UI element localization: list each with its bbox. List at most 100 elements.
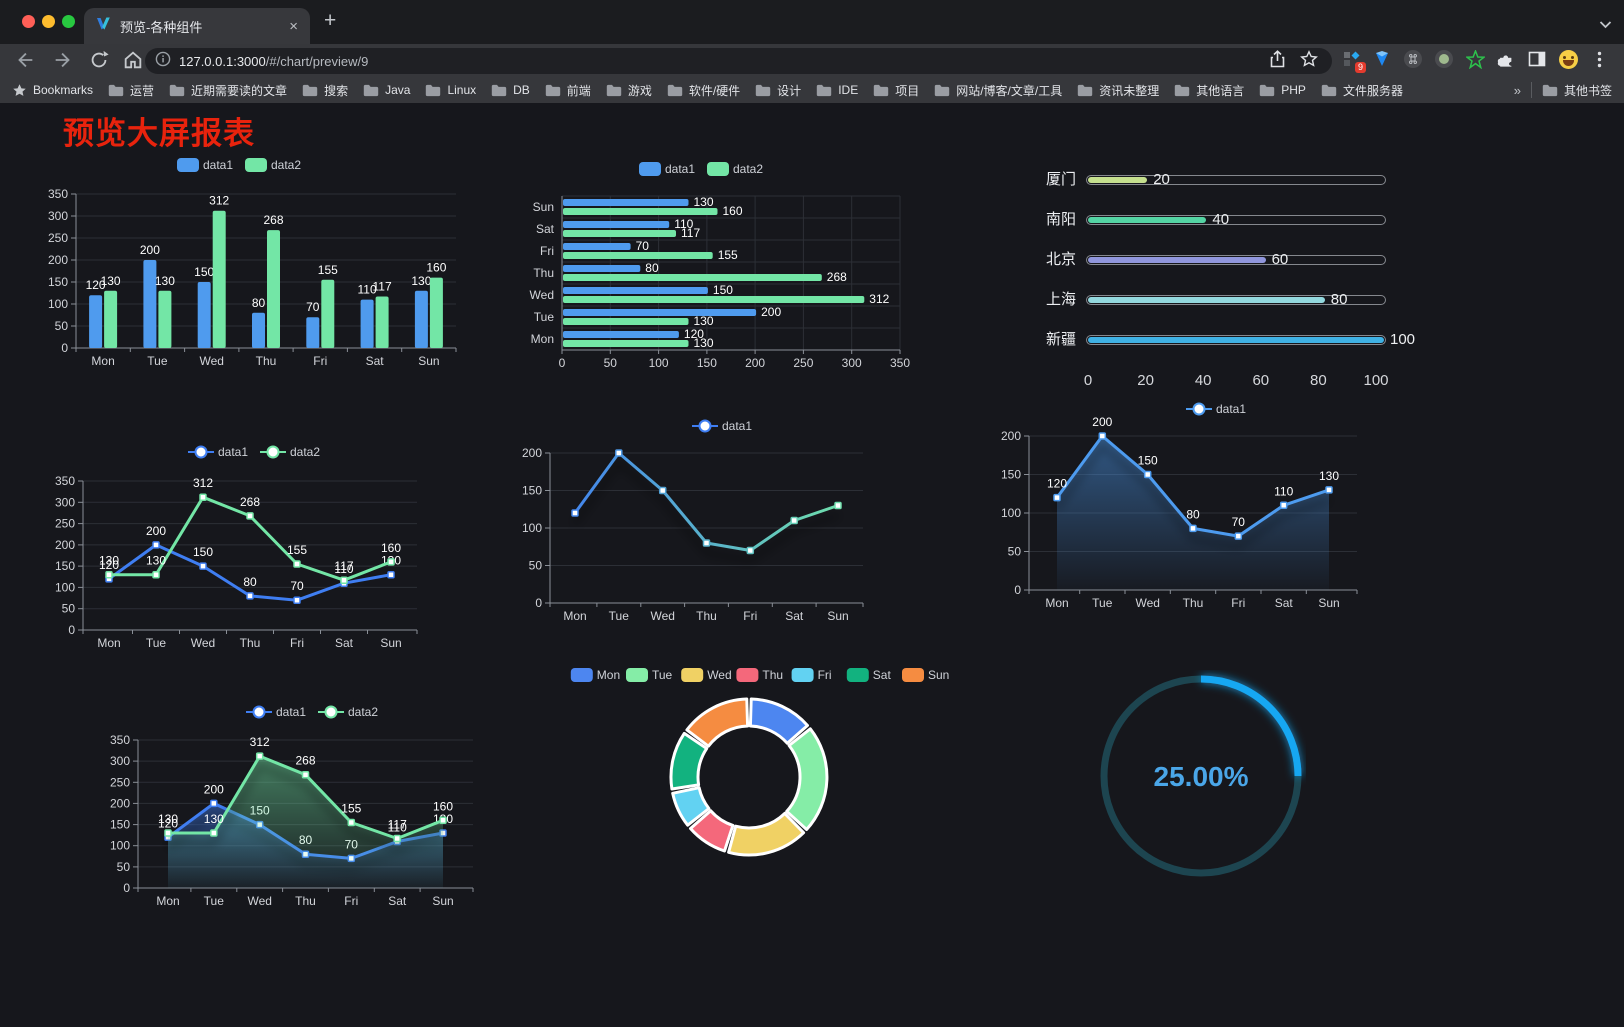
legend-item-data1[interactable]: data1 xyxy=(1186,402,1246,416)
bookmark-item[interactable]: 项目 xyxy=(873,82,919,99)
svg-text:130: 130 xyxy=(694,314,714,328)
svg-text:Fri: Fri xyxy=(818,668,832,682)
window-close-button[interactable] xyxy=(22,15,35,28)
new-tab-button[interactable]: + xyxy=(324,9,337,32)
bookmark-item[interactable]: PHP xyxy=(1259,83,1306,97)
tab-manager-extension-icon[interactable]: 9 xyxy=(1340,48,1366,73)
menu-kebab-icon[interactable] xyxy=(1588,48,1610,70)
folder-icon xyxy=(363,84,379,96)
svg-text:Tue: Tue xyxy=(609,609,630,623)
emoji-extension-icon[interactable] xyxy=(1557,48,1579,70)
share-icon[interactable] xyxy=(1269,49,1286,73)
gem-extension-icon[interactable] xyxy=(1371,48,1393,70)
bookmark-item[interactable]: Linux xyxy=(425,83,476,97)
bookmark-item[interactable]: 近期需要读的文章 xyxy=(169,82,287,99)
address-bar[interactable]: 127.0.0.1:3000/#/chart/preview/9 xyxy=(145,48,1332,74)
sidebar-toggle-icon[interactable] xyxy=(1526,48,1548,70)
legend-item-data1[interactable]: data1 xyxy=(188,445,248,459)
window-zoom-button[interactable] xyxy=(62,15,75,28)
bookmarks-root[interactable]: Bookmarks xyxy=(12,83,93,98)
bookmark-item[interactable]: 设计 xyxy=(755,82,801,99)
legend-item-data1[interactable]: data1 xyxy=(246,705,306,719)
pie-segment-Thu[interactable] xyxy=(689,809,735,853)
pie-segment-Mon[interactable] xyxy=(748,697,809,745)
legend-item-Fri[interactable]: Fri xyxy=(791,668,832,682)
tab-search-chevron-icon[interactable] xyxy=(1599,16,1612,34)
svg-text:Tue: Tue xyxy=(146,636,167,650)
bookmark-star-icon[interactable] xyxy=(1300,49,1318,73)
bookmark-item[interactable]: DB xyxy=(491,83,530,97)
svg-text:200: 200 xyxy=(55,538,75,552)
line-series-data2[interactable]: 130 130 312 268 155 117 160 xyxy=(99,476,401,584)
svg-text:70: 70 xyxy=(636,239,650,253)
bookmark-item[interactable]: 搜索 xyxy=(302,82,348,99)
svg-text:100: 100 xyxy=(649,356,669,370)
bookmark-item[interactable]: 软件/硬件 xyxy=(667,82,740,99)
extensions-puzzle-icon[interactable] xyxy=(1495,48,1517,70)
bookmark-folder-list: 运营 近期需要读的文章 搜索 Java Linux DB 前端 游戏 软件/硬件 设计 IDE 项目网… xyxy=(108,82,1508,99)
line-series-data2[interactable]: 130 130 312 268 155 117 160 xyxy=(158,735,453,888)
green-star-extension-icon[interactable] xyxy=(1464,48,1486,70)
legend-item-Tue[interactable]: Tue xyxy=(626,668,673,682)
recorder-extension-icon[interactable] xyxy=(1433,48,1455,70)
svg-text:Mon: Mon xyxy=(531,332,554,346)
forward-icon[interactable] xyxy=(52,49,74,76)
back-icon[interactable] xyxy=(14,49,36,76)
gauge-chart: 25.00% xyxy=(1096,670,1306,885)
legend-item-Sat[interactable]: Sat xyxy=(846,668,892,682)
svg-text:150: 150 xyxy=(110,818,130,832)
page-title: 预览大屏报表 xyxy=(63,116,255,151)
pie-segment-Wed[interactable] xyxy=(727,811,806,857)
pie-segment-Fri[interactable] xyxy=(671,786,711,827)
window-minimize-button[interactable] xyxy=(42,15,55,28)
tab-close-icon[interactable]: × xyxy=(289,17,298,35)
legend-item-Wed[interactable]: Wed xyxy=(681,668,732,682)
bar-series-data2[interactable]: 130 130 312 268 155 117 160 xyxy=(101,194,447,348)
command-extension-icon[interactable] xyxy=(1402,48,1424,70)
legend-item-data2[interactable]: data2 xyxy=(707,162,763,176)
bookmark-item[interactable]: 网站/博客/文章/工具 xyxy=(934,82,1062,99)
bar-series-data1[interactable]: 120 200 150 80 70 110 130 xyxy=(86,243,432,348)
hbar-series-data2[interactable]: 160 117 155 268 312 130 130 xyxy=(563,204,890,350)
legend-item-data1[interactable]: data1 xyxy=(639,162,695,176)
svg-text:50: 50 xyxy=(604,356,618,370)
line-series-data1[interactable]: 120 200 150 80 70 110 130 xyxy=(1047,415,1339,590)
legend-item-Sun[interactable]: Sun xyxy=(902,668,949,682)
svg-text:0: 0 xyxy=(61,341,68,355)
folder-icon xyxy=(108,84,124,96)
legend-item-data2[interactable]: data2 xyxy=(260,445,320,459)
svg-text:150: 150 xyxy=(55,559,75,573)
legend-item-Mon[interactable]: Mon xyxy=(570,668,620,682)
legend-item-Thu[interactable]: Thu xyxy=(736,668,783,682)
legend-item-data2[interactable]: data2 xyxy=(318,705,378,719)
refresh-icon[interactable] xyxy=(88,49,110,76)
svg-text:200: 200 xyxy=(522,446,542,460)
favicon xyxy=(96,16,111,36)
legend-item-data1[interactable]: data1 xyxy=(177,158,233,172)
bookmark-item[interactable]: IDE xyxy=(816,83,858,97)
site-info-icon[interactable] xyxy=(155,51,171,72)
svg-text:150: 150 xyxy=(697,356,717,370)
bookmark-item[interactable]: 游戏 xyxy=(606,82,652,99)
line-series-data1[interactable] xyxy=(571,449,842,555)
svg-text:data1: data1 xyxy=(218,445,248,459)
browser-tab[interactable]: 预览-各种组件 × xyxy=(84,8,310,44)
pie-segment-Sat[interactable] xyxy=(669,731,709,791)
line-series-data1[interactable]: 120 200 150 80 70 110 130 xyxy=(99,524,401,604)
bookmark-item[interactable]: 前端 xyxy=(545,82,591,99)
legend-item-data1[interactable]: data1 xyxy=(692,419,752,433)
pie-segment-Tue[interactable] xyxy=(785,727,829,831)
svg-text:Sat: Sat xyxy=(873,668,892,682)
home-icon[interactable] xyxy=(122,49,144,76)
bookmarks-overflow-button[interactable]: » xyxy=(1513,82,1521,98)
bookmark-item[interactable]: 运营 xyxy=(108,82,154,99)
pie-segment-Sun[interactable] xyxy=(685,697,750,748)
bookmark-item[interactable]: 资讯未整理 xyxy=(1077,82,1159,99)
bookmark-item[interactable]: Java xyxy=(363,83,410,97)
other-bookmarks-button[interactable]: 其他书签 xyxy=(1542,82,1612,99)
bookmark-item[interactable]: 其他语言 xyxy=(1174,82,1244,99)
legend-item-data2[interactable]: data2 xyxy=(245,158,301,172)
bookmark-item[interactable]: 文件服务器 xyxy=(1321,82,1403,99)
